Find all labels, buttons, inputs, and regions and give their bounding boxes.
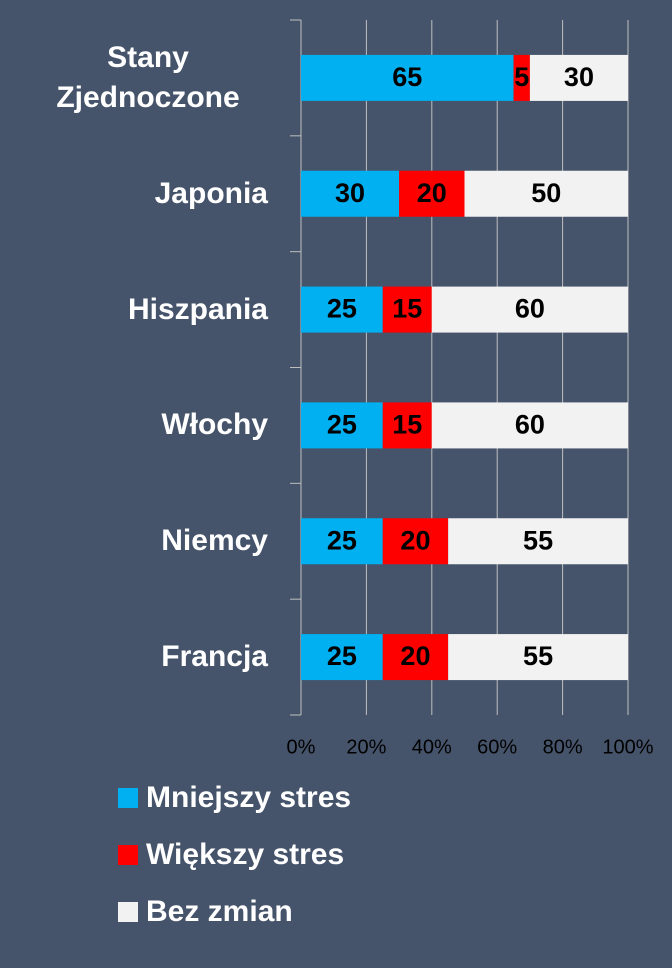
data-label: 20 — [417, 178, 447, 208]
legend-swatch — [118, 902, 138, 922]
bar-segment — [448, 518, 628, 565]
bar-segment — [301, 402, 383, 449]
bar-segment — [301, 518, 383, 565]
bar-segment — [382, 286, 432, 333]
category-text: Francja — [161, 640, 268, 674]
data-label: 20 — [400, 641, 430, 671]
data-label: 20 — [400, 525, 430, 555]
category-text: Japonia — [154, 176, 268, 210]
bar-segment — [382, 402, 432, 449]
bar-segment — [399, 170, 465, 217]
category-label: Hiszpania — [0, 290, 268, 330]
legend-label: Bez zmian — [146, 895, 293, 928]
data-label: 55 — [523, 525, 553, 555]
bar-segment — [382, 518, 449, 565]
legend-swatch — [118, 845, 138, 865]
category-text: Włochy — [161, 408, 268, 442]
x-tick-label: 20% — [346, 736, 386, 758]
x-tick-label: 60% — [477, 736, 517, 758]
data-label: 25 — [327, 410, 357, 440]
data-label: 25 — [327, 641, 357, 671]
category-label: Włochy — [0, 405, 268, 445]
x-tick-label: 40% — [412, 736, 452, 758]
data-label: 25 — [327, 525, 357, 555]
category-label: Japonia — [0, 174, 268, 214]
data-label: 30 — [335, 178, 365, 208]
data-label: 25 — [327, 294, 357, 324]
category-label: Francja — [0, 637, 268, 677]
bar-segment — [301, 286, 383, 333]
data-label: 50 — [531, 178, 561, 208]
bar-segment — [431, 402, 628, 449]
bar-segment — [431, 286, 628, 333]
bar-segment — [301, 170, 400, 217]
x-tick-label: 0% — [287, 736, 316, 758]
bar-segment — [464, 170, 628, 217]
bar-segment — [448, 634, 628, 681]
data-label: 55 — [523, 641, 553, 671]
data-label: 65 — [392, 62, 422, 92]
bar-segment — [513, 54, 530, 101]
data-label: 15 — [392, 410, 422, 440]
data-label: 30 — [564, 62, 594, 92]
bar-segment — [301, 634, 383, 681]
x-tick-label: 80% — [543, 736, 583, 758]
category-label: Stany Zjednoczone — [0, 38, 268, 118]
category-text: Niemcy — [161, 524, 268, 558]
legend-label: Mniejszy stres — [146, 781, 351, 814]
legend-swatch — [118, 788, 138, 808]
bar-segment — [301, 54, 514, 101]
data-label: 15 — [392, 294, 422, 324]
x-tick-label: 100% — [602, 736, 653, 758]
legend-label: Większy stres — [146, 838, 344, 871]
data-label: 60 — [515, 410, 545, 440]
data-label: 5 — [514, 62, 529, 92]
category-text: Hiszpania — [127, 292, 268, 326]
data-label: 60 — [515, 294, 545, 324]
bar-segment — [382, 634, 449, 681]
category-label: Niemcy — [0, 521, 268, 561]
category-text: Stany Zjednoczone — [56, 40, 240, 114]
bar-segment — [529, 54, 628, 101]
